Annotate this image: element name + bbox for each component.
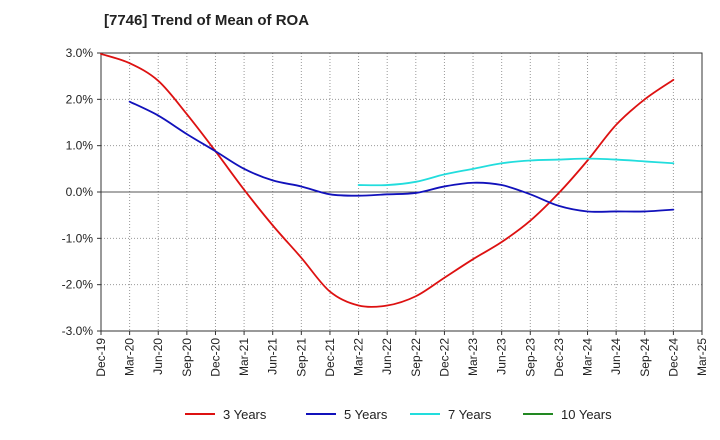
y-tick-label: -3.0% (62, 324, 94, 338)
x-tick-label: Dec-22 (437, 338, 451, 377)
x-tick-label: Sep-22 (409, 338, 423, 377)
series-line-5-years (128, 100, 675, 213)
y-tick-label: 2.0% (66, 92, 94, 106)
x-tick-label: Jun-21 (266, 338, 280, 375)
x-tick-label: Jun-24 (609, 338, 623, 375)
x-tick-label: Jun-22 (380, 338, 394, 375)
x-tick-label: Dec-21 (323, 338, 337, 377)
x-tick-label: Sep-24 (638, 338, 652, 377)
x-tick-label: Dec-19 (94, 338, 108, 377)
legend-label-5-years: 5 Years (344, 407, 388, 422)
axes: 3.0% 2.0% 1.0% 0.0% -1.0% -2.0% -3.0%Dec-19 Mar… (62, 46, 709, 377)
legend-label-3-years: 3 Years (223, 407, 267, 422)
legend: 3 Years 5 Years 7 Years 10 Years (185, 407, 612, 422)
y-tick-label: 3.0% (66, 46, 94, 60)
x-tick-label: Mar-25 (695, 338, 709, 376)
chart-title: [7746] Trend of Mean of ROA (104, 12, 310, 29)
x-tick-label: Dec-23 (552, 338, 566, 377)
legend-label-7-years: 7 Years (448, 407, 492, 422)
x-tick-label: Mar-24 (581, 338, 595, 376)
plot-frame (100, 52, 703, 332)
legend-label-10-years: 10 Years (561, 407, 612, 422)
y-tick-label: 0.0% (66, 185, 94, 199)
x-tick-label: Mar-22 (352, 338, 366, 376)
x-tick-label: Mar-21 (237, 338, 251, 376)
x-tick-label: Sep-23 (523, 338, 537, 377)
x-tick-label: Jun-23 (495, 338, 509, 375)
x-tick-label: Dec-24 (666, 338, 680, 377)
x-tick-label: Jun-20 (151, 338, 165, 375)
y-tick-label: -2.0% (62, 278, 94, 292)
x-tick-label: Sep-21 (294, 338, 308, 377)
y-tick-label: -1.0% (62, 231, 94, 245)
x-tick-label: Dec-20 (208, 338, 222, 377)
x-tick-label: Mar-20 (123, 338, 137, 376)
series-line-3-years (100, 53, 675, 308)
y-tick-label: 1.0% (66, 139, 94, 153)
x-tick-label: Sep-20 (180, 338, 194, 377)
x-tick-label: Mar-23 (466, 338, 480, 376)
grid-lines (101, 53, 702, 331)
series-lines (100, 53, 675, 308)
series-line-7-years (357, 157, 675, 187)
